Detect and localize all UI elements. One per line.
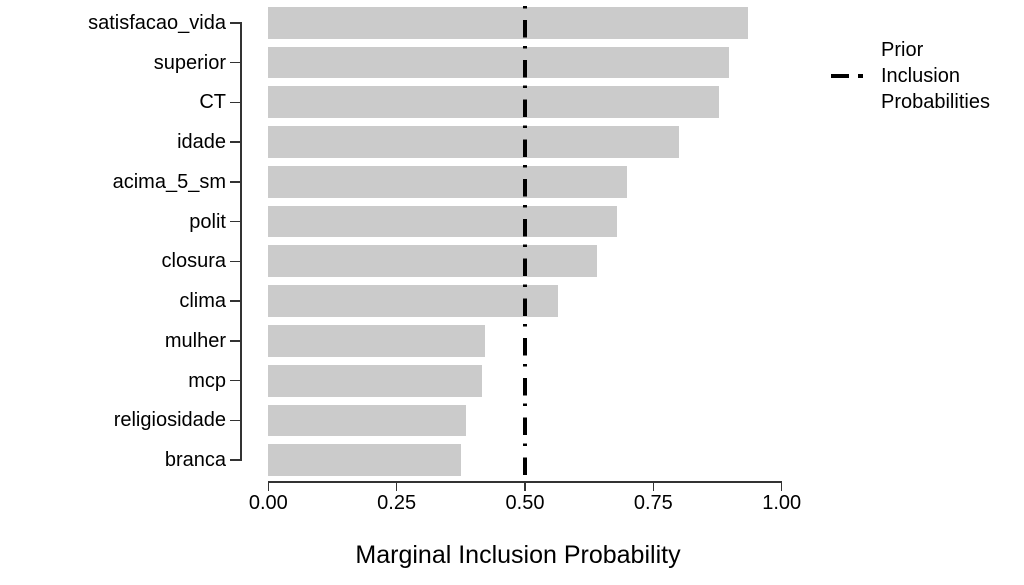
y-tick xyxy=(229,300,241,302)
y-axis-label-superior: superior xyxy=(153,51,226,74)
bar-CT xyxy=(268,86,719,119)
x-tick xyxy=(524,482,526,491)
y-tick xyxy=(229,419,241,422)
x-tick-label-0.75: 0.75 xyxy=(633,492,673,514)
y-axis-label-satisfacao_vida: satisfacao_vida xyxy=(88,11,226,34)
legend-label-line1: Prior xyxy=(881,39,924,61)
x-tick xyxy=(267,482,270,491)
bar-idade xyxy=(268,126,680,158)
legend-label-line3: Probabilities xyxy=(881,91,990,113)
y-axis-label-religiosidade: religiosidade xyxy=(113,409,226,432)
y-tick xyxy=(229,22,241,24)
x-tick xyxy=(395,482,398,491)
y-axis-label-CT: CT xyxy=(199,91,226,114)
y-tick xyxy=(229,379,241,382)
bar-polit xyxy=(268,205,617,238)
y-tick xyxy=(229,61,241,64)
legend-key-dot-icon xyxy=(858,73,863,79)
x-tick xyxy=(780,482,783,491)
dashed-line-legend-key xyxy=(831,73,873,79)
x-tick-label-0.00: 0.00 xyxy=(248,492,288,514)
y-axis-label-mcp: mcp xyxy=(188,369,226,392)
legend-label-line2: Inclusion xyxy=(881,65,960,87)
y-axis-line xyxy=(240,22,242,461)
y-axis-label-idade: idade xyxy=(177,131,226,154)
bar-superior xyxy=(268,46,729,79)
x-tick xyxy=(652,482,655,491)
bar-branca xyxy=(268,444,462,477)
bar-acima_5_sm xyxy=(268,165,628,198)
x-axis-line xyxy=(267,481,783,483)
y-tick xyxy=(229,459,241,461)
y-axis-label-acima_5_sm: acima_5_sm xyxy=(112,170,226,193)
x-tick-label-0.50: 0.50 xyxy=(505,492,545,514)
bar-satisfacao_vida xyxy=(268,6,748,39)
bar-mcp xyxy=(268,364,482,397)
bar-religiosidade xyxy=(268,404,467,437)
x-axis-title: Marginal Inclusion Probability xyxy=(355,541,681,569)
y-tick xyxy=(229,141,241,143)
x-tick-label-1.00: 1.00 xyxy=(762,492,802,514)
y-axis-label-clima: clima xyxy=(179,290,226,313)
y-tick xyxy=(229,220,241,223)
y-axis-label-mulher: mulher xyxy=(164,329,226,352)
prior-probability-dashed-line xyxy=(523,6,528,478)
bar-closura xyxy=(268,245,597,278)
y-tick xyxy=(229,101,241,104)
legend-key-dash-icon xyxy=(831,73,849,79)
y-axis-label-branca: branca xyxy=(164,449,226,472)
bar-clima xyxy=(268,285,558,318)
y-axis-label-polit: polit xyxy=(189,210,226,233)
y-tick xyxy=(229,340,241,342)
y-tick xyxy=(229,260,241,263)
x-tick-label-0.25: 0.25 xyxy=(377,492,417,514)
y-tick xyxy=(229,181,241,183)
y-axis-label-closura: closura xyxy=(161,250,226,273)
bar-mulher xyxy=(268,324,485,357)
